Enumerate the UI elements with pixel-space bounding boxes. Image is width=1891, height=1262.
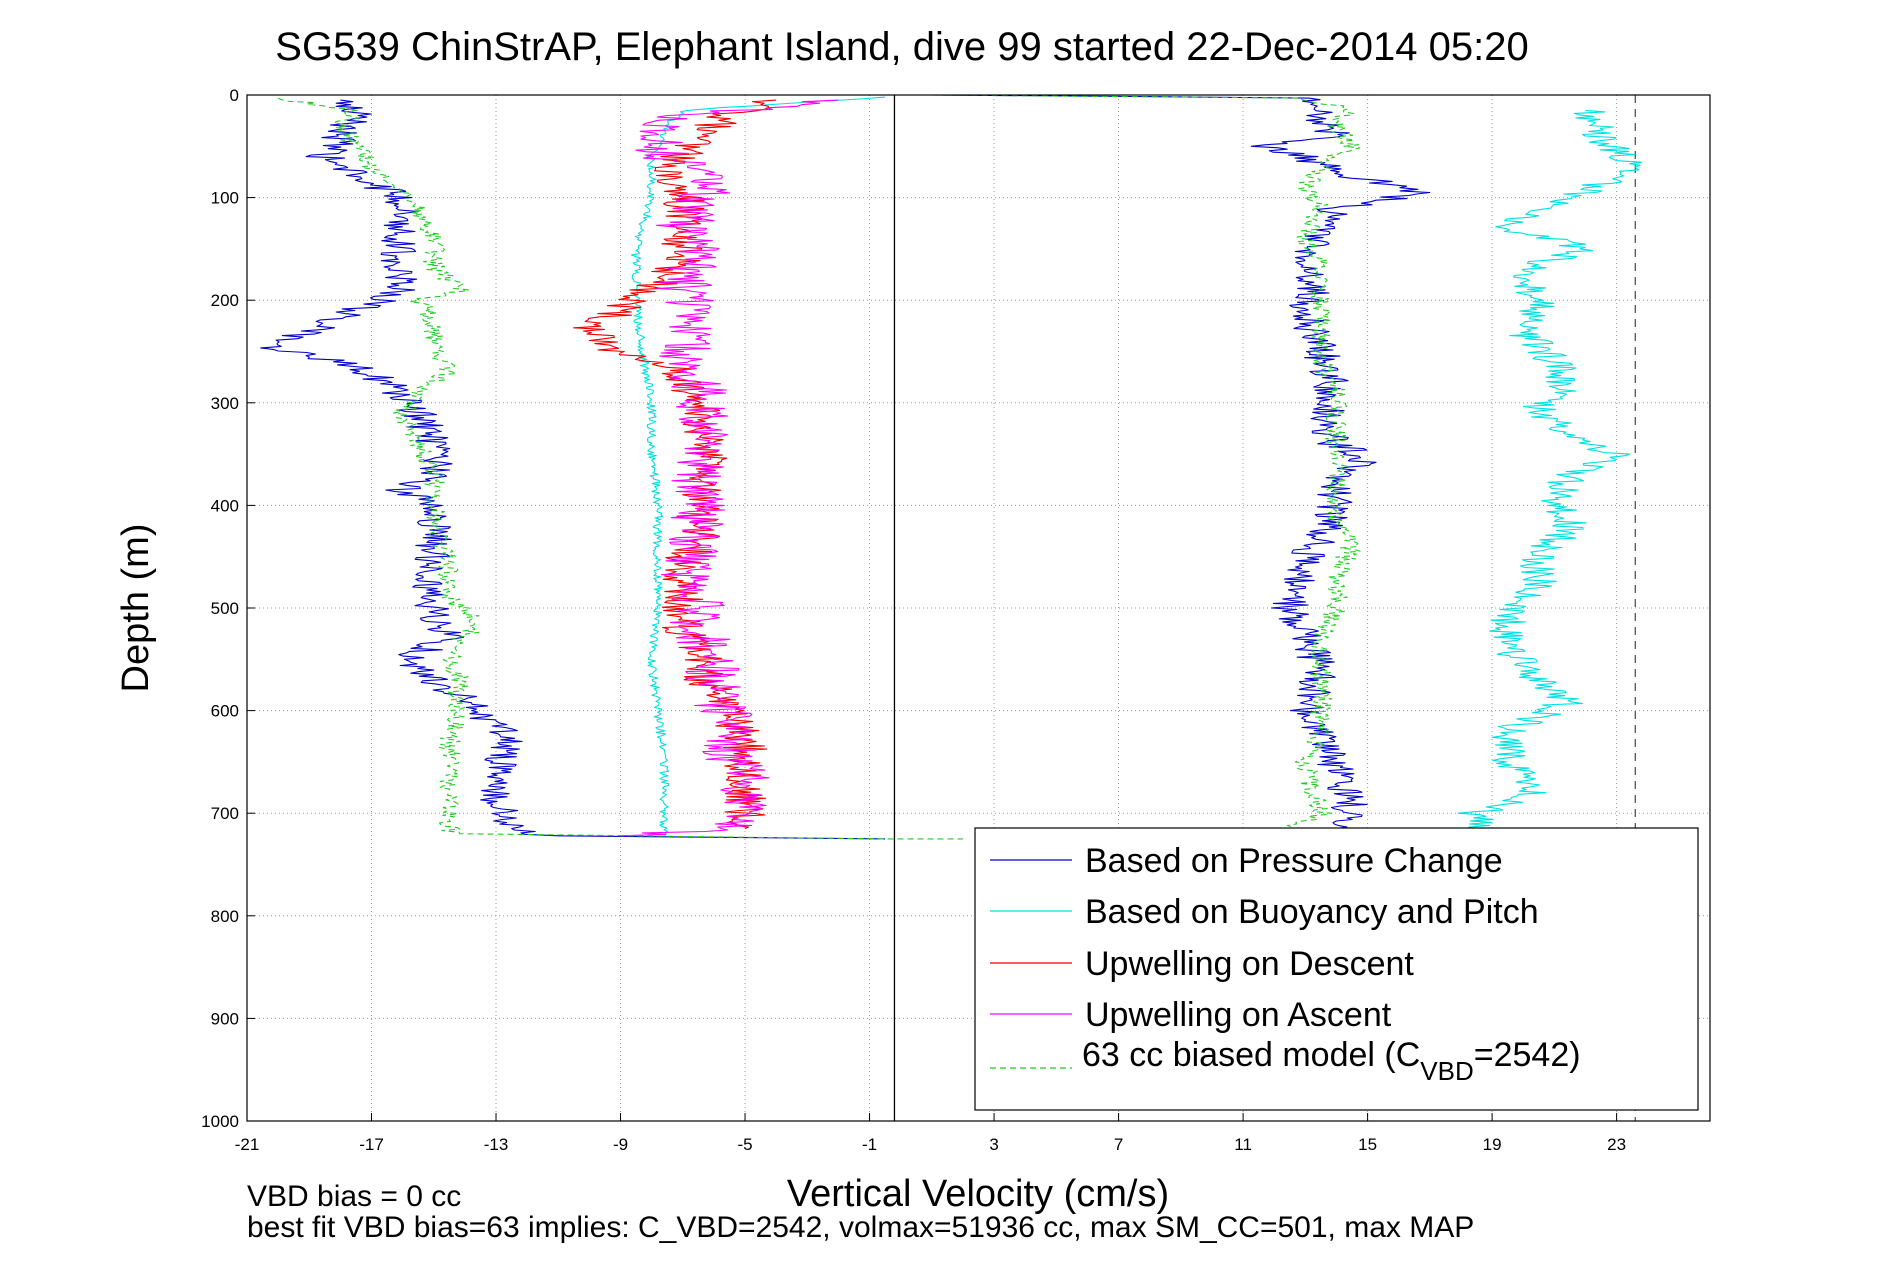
x-tick-label: 19 [1483,1135,1502,1154]
best-fit-note: best fit VBD bias=63 implies: C_VBD=2542… [247,1211,1474,1244]
series-line-based-on-buoyancy-and-pitch [630,96,886,837]
x-tick-label: -21 [235,1135,260,1154]
legend-label-model-tail: =2542) [1474,1036,1581,1074]
series-line-segment-3 [1457,109,1643,830]
y-tick-label: 600 [211,702,239,721]
x-tick-label: 3 [989,1135,998,1154]
vbd-bias-note: VBD bias = 0 cc [247,1180,461,1213]
legend-label-buoyancy: Based on Buoyancy and Pitch [1085,893,1539,931]
legend-label-ascent: Upwelling on Ascent [1085,996,1392,1034]
y-ticks: 0 100 200 300 400 500 600 700 800 900 1000 [201,86,255,1131]
legend: Based on Pressure Change Based on Buoyan… [974,827,1699,1111]
x-ticks: -21 -17 -13 -9 -5 -1 3 7 11 15 19 23 [235,1113,1626,1154]
legend-label-descent: Upwelling on Descent [1085,945,1414,983]
x-tick-label: -17 [359,1135,384,1154]
series-line-upwelling-on-ascent [620,99,839,837]
chart-title: SG539 ChinStrAP, Elephant Island, dive 9… [275,25,1528,69]
x-tick-label: 15 [1358,1135,1377,1154]
x-tick-label: 7 [1114,1135,1123,1154]
y-tick-label: 300 [211,394,239,413]
y-tick-label: 100 [211,189,239,208]
y-tick-label: 200 [211,291,239,310]
x-tick-label: -5 [737,1135,752,1154]
y-tick-label: 1000 [201,1112,239,1131]
x-tick-label: 23 [1607,1135,1626,1154]
series-line-segment-7 [931,94,1361,830]
y-tick-label: 800 [211,907,239,926]
y-tick-label: 400 [211,496,239,515]
x-tick-label: -1 [862,1135,877,1154]
y-tick-label: 500 [211,599,239,618]
series-line-based-on-pressure-change [260,99,886,840]
x-axis-label: Vertical Velocity (cm/s) [787,1173,1169,1215]
y-tick-label: 700 [211,804,239,823]
legend-box [974,827,1699,1111]
x-tick-label: -13 [484,1135,509,1154]
series-line-63-cc-biased-model-c-vbd-2542 [277,97,963,840]
legend-label-model-main: 63 cc biased model (C [1082,1036,1420,1074]
y-tick-label: 0 [230,86,239,105]
y-axis-label: Depth (m) [115,524,157,693]
legend-label-model: 63 cc biased model (CVBD=2542) [1082,1036,1581,1086]
x-tick-label: -9 [613,1135,628,1154]
legend-label-model-sub: VBD [1420,1056,1473,1086]
x-tick-label: 11 [1234,1135,1252,1154]
legend-label-pressure: Based on Pressure Change [1085,842,1503,880]
series-layer [260,94,1643,840]
y-tick-label: 900 [211,1009,239,1028]
